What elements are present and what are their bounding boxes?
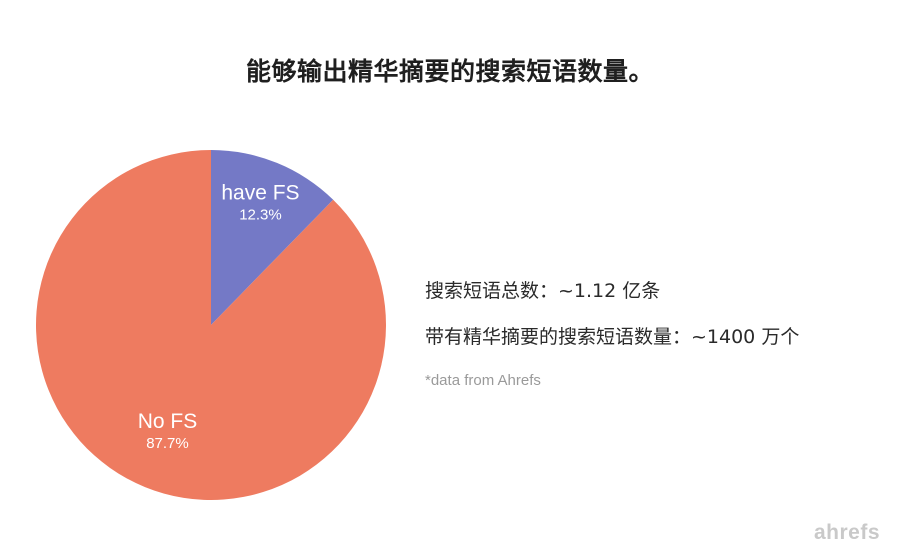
pie-slice-have-fs xyxy=(211,150,334,325)
ahrefs-logo: ahrefs xyxy=(813,521,880,544)
chart-title: 能够输出精华摘要的搜索短语数量。 xyxy=(245,57,654,86)
slice-label: have FS xyxy=(221,181,299,204)
slice-label: No FS xyxy=(138,410,198,433)
source-note: *data from Ahrefs xyxy=(425,372,541,389)
pie-labels: have FS 12.3% No FS 87.7% xyxy=(138,181,300,452)
stat-fs-queries: 带有精华摘要的搜索短语数量：~1400 万个 xyxy=(425,326,800,348)
pie-slice-no-fs xyxy=(35,150,387,501)
stat-total-queries: 搜索短语总数：~1.12 亿条 xyxy=(425,280,661,302)
slice-value-label: 87.7% xyxy=(146,435,189,452)
pie-slices xyxy=(35,150,387,501)
slice-value-label: 12.3% xyxy=(239,206,282,223)
